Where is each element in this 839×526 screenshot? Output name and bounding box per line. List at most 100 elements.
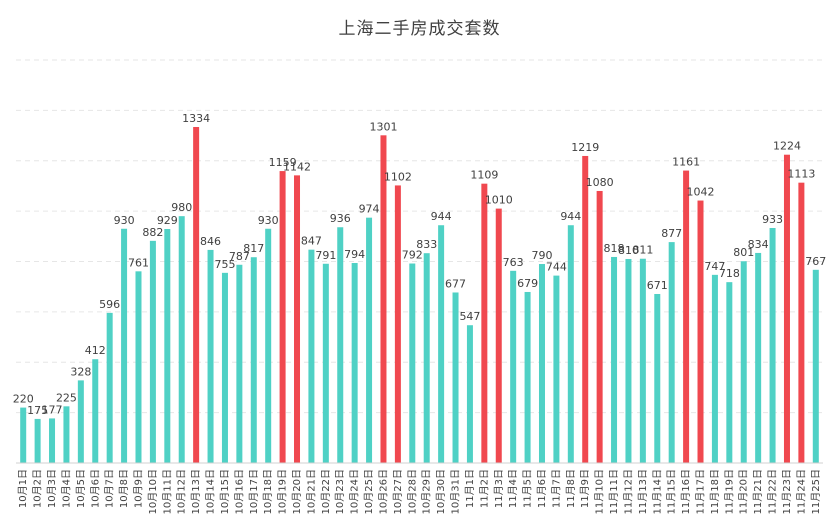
- bar: [567, 225, 574, 463]
- x-tick-label: 10月15日: [219, 469, 231, 514]
- x-tick-label: 10月1日: [17, 469, 29, 508]
- x-tick-label: 11月6日: [536, 469, 548, 508]
- bar: [711, 274, 718, 463]
- bar: [34, 418, 41, 463]
- x-tick-label: 10月6日: [89, 469, 101, 508]
- x-tick-label: 11月22日: [767, 469, 779, 514]
- x-tick-label: 10月25日: [363, 469, 375, 514]
- data-label: 1109: [470, 169, 498, 182]
- bar: [351, 263, 358, 463]
- data-label: 834: [748, 238, 769, 251]
- x-tick-label: 10月8日: [118, 469, 130, 508]
- x-tick-label: 10月26日: [377, 469, 389, 514]
- x-tick-label: 10月18日: [262, 469, 274, 514]
- chart-title: 上海二手房成交套数: [338, 19, 501, 39]
- x-tick-label: 10月7日: [104, 469, 116, 508]
- bar: [495, 208, 502, 463]
- bar: [236, 264, 243, 463]
- bar: [452, 292, 459, 463]
- data-label: 882: [142, 226, 163, 239]
- x-tick-label: 11月17日: [695, 469, 707, 514]
- bar: [77, 380, 84, 463]
- bar: [611, 256, 618, 463]
- data-label: 929: [157, 214, 178, 227]
- bar: [726, 282, 733, 463]
- data-label: 671: [647, 279, 668, 292]
- x-tick-label: 11月2日: [478, 469, 490, 508]
- x-tick-label: 10月3日: [46, 469, 58, 508]
- x-tick-label: 10月24日: [349, 469, 361, 514]
- x-tick-label: 10月13日: [190, 469, 202, 514]
- x-tick-label: 11月3日: [493, 469, 505, 508]
- bar: [783, 154, 790, 463]
- data-label: 980: [171, 201, 192, 214]
- data-label: 794: [344, 248, 365, 261]
- bar: [221, 272, 228, 463]
- x-tick-label: 11月18日: [709, 469, 721, 514]
- x-tick-label: 11月21日: [752, 469, 764, 514]
- data-label: 1161: [672, 156, 700, 169]
- x-tick-label: 10月9日: [132, 469, 144, 508]
- data-label: 787: [229, 250, 250, 263]
- x-tick-label: 11月14日: [651, 469, 663, 514]
- bar: [121, 228, 128, 463]
- bar: [63, 406, 70, 463]
- x-tick-label: 11月12日: [622, 469, 634, 514]
- bar: [524, 291, 531, 463]
- x-tick-label: 10月19日: [277, 469, 289, 514]
- x-tick-label: 10月27日: [392, 469, 404, 514]
- bar: [510, 270, 517, 463]
- x-tick-label: 10月17日: [248, 469, 260, 514]
- data-label: 220: [13, 393, 34, 406]
- bar: [250, 257, 257, 463]
- bar: [625, 258, 632, 463]
- bar: [481, 183, 488, 463]
- data-label: 1142: [283, 160, 311, 173]
- data-label: 718: [719, 267, 740, 280]
- data-label: 944: [560, 210, 581, 223]
- data-label: 767: [805, 255, 826, 268]
- data-label: 679: [517, 277, 538, 290]
- bar: [812, 269, 819, 463]
- data-label: 1080: [586, 176, 614, 189]
- bar: [639, 258, 646, 463]
- data-label: 1159: [269, 156, 297, 169]
- bar: [423, 253, 430, 463]
- data-label: 801: [733, 246, 754, 259]
- data-label: 933: [762, 213, 783, 226]
- x-tick-label: 11月19日: [723, 469, 735, 514]
- x-tick-label: 10月20日: [291, 469, 303, 514]
- bar: [135, 271, 142, 463]
- bar: [538, 264, 545, 463]
- bar: [366, 217, 373, 463]
- x-tick-label: 10月21日: [305, 469, 317, 514]
- data-label: 763: [503, 256, 524, 269]
- bar: [394, 185, 401, 463]
- data-label: 761: [128, 256, 149, 269]
- data-label: 1102: [384, 170, 412, 183]
- data-label: 755: [214, 258, 235, 271]
- x-tick-label: 11月25日: [810, 469, 822, 514]
- data-label: 847: [301, 235, 322, 248]
- bar: [294, 175, 301, 463]
- data-label: 1301: [369, 120, 397, 133]
- x-tick-label: 11月9日: [579, 469, 591, 508]
- bar: [193, 126, 200, 463]
- bar: [740, 261, 747, 463]
- data-label: 790: [531, 249, 552, 262]
- data-label: 810: [618, 244, 639, 257]
- x-tick-label: 10月12日: [176, 469, 188, 514]
- data-label: 877: [661, 227, 682, 240]
- x-tick-label: 10月5日: [75, 469, 87, 508]
- x-tick-label: 10月22日: [320, 469, 332, 514]
- data-label: 677: [445, 277, 466, 290]
- data-label: 747: [704, 260, 725, 273]
- bar: [380, 135, 387, 464]
- x-tick-label: 10月23日: [334, 469, 346, 514]
- data-label: 1042: [687, 186, 715, 199]
- x-tick-label: 11月1日: [464, 469, 476, 508]
- data-label: 177: [42, 403, 63, 416]
- data-label: 974: [359, 203, 380, 216]
- data-label: 1113: [787, 168, 815, 181]
- data-label: 596: [99, 298, 120, 311]
